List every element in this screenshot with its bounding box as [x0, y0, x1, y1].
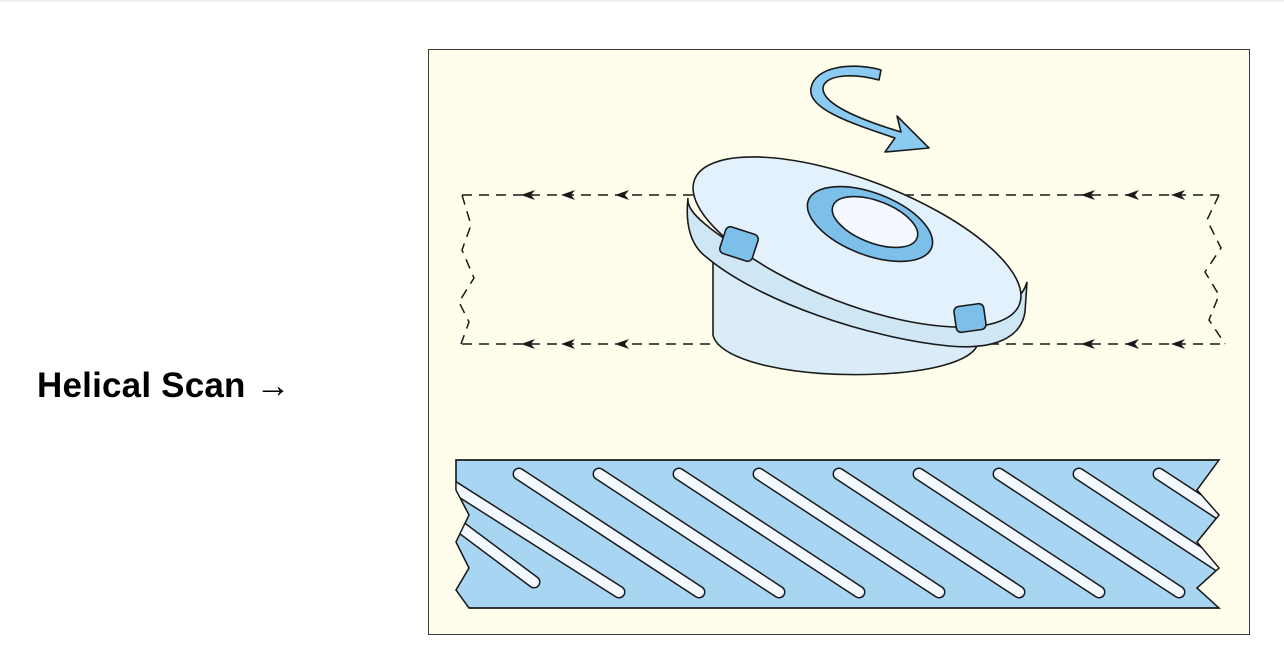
helical-scan-label: Helical Scan →	[37, 366, 291, 406]
right-arrow-icon: →	[255, 366, 291, 405]
helical-scan-diagram	[428, 49, 1250, 635]
arrowhead-left-icon	[615, 339, 629, 349]
tape-path-left-edge	[458, 194, 475, 345]
drum-hub-center	[831, 195, 919, 249]
tape-strip	[455, 459, 1221, 609]
read-head-right	[953, 302, 987, 334]
arrowhead-left-icon	[1125, 190, 1139, 200]
arrowhead-left-icon	[1171, 339, 1185, 349]
direction-arrows	[521, 190, 1185, 349]
magnetic-tape	[455, 459, 1221, 609]
head-drum	[686, 156, 1028, 376]
arrowhead-left-icon	[1081, 190, 1095, 200]
arrowhead-left-icon	[521, 190, 535, 200]
label-text: Helical Scan	[37, 366, 246, 405]
arrowhead-left-icon	[1081, 339, 1095, 349]
top-rule	[0, 0, 1284, 3]
arrowhead-left-icon	[615, 190, 629, 200]
arrowhead-left-icon	[521, 339, 535, 349]
arrowhead-left-icon	[561, 339, 575, 349]
arrowhead-left-icon	[561, 190, 575, 200]
tape-outline	[455, 459, 1221, 609]
curved-rotation-arrow-icon	[810, 65, 930, 153]
diagram-svg	[455, 65, 1226, 609]
tape-path-right-edge	[1204, 194, 1226, 345]
read-head-left	[719, 225, 759, 263]
arrowhead-left-icon	[1125, 339, 1139, 349]
arrowhead-left-icon	[1171, 190, 1185, 200]
